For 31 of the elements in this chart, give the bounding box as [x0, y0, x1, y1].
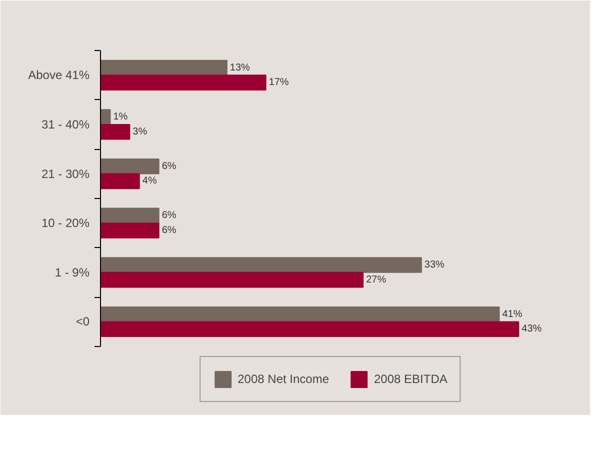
data-label: 1% [113, 112, 128, 123]
data-label: 4% [142, 176, 157, 187]
bar [100, 306, 500, 322]
bar [100, 208, 160, 224]
y-tick-label: <0 [76, 314, 90, 329]
y-tick-label: 10 - 20% [41, 216, 90, 230]
bar [100, 222, 160, 238]
bar [100, 272, 364, 288]
data-label: 3% [132, 126, 148, 138]
legend-label: 2008 EBITDA [374, 372, 448, 386]
bar [100, 158, 160, 174]
y-tick-label: 21 - 30% [41, 166, 90, 181]
data-label: 27% [366, 274, 386, 286]
data-label: 33% [424, 260, 445, 271]
data-label: 6% [162, 225, 176, 236]
data-label: 6% [162, 160, 176, 172]
bar [100, 74, 266, 90]
bar [100, 60, 228, 76]
legend-label: 2008 Net Income [238, 372, 330, 386]
data-label: 6% [162, 210, 176, 222]
y-tick-label: 1 - 9% [54, 265, 90, 280]
data-label: 41% [502, 308, 522, 320]
bar [100, 321, 520, 338]
data-label: 13% [230, 62, 250, 74]
data-label: 43% [522, 324, 542, 335]
y-tick-label: Above 41% [28, 68, 90, 82]
bar [100, 173, 140, 190]
bar [100, 257, 422, 273]
bar [100, 124, 130, 140]
y-tick-label: 31 - 40% [41, 117, 90, 132]
data-label: 17% [268, 77, 289, 88]
